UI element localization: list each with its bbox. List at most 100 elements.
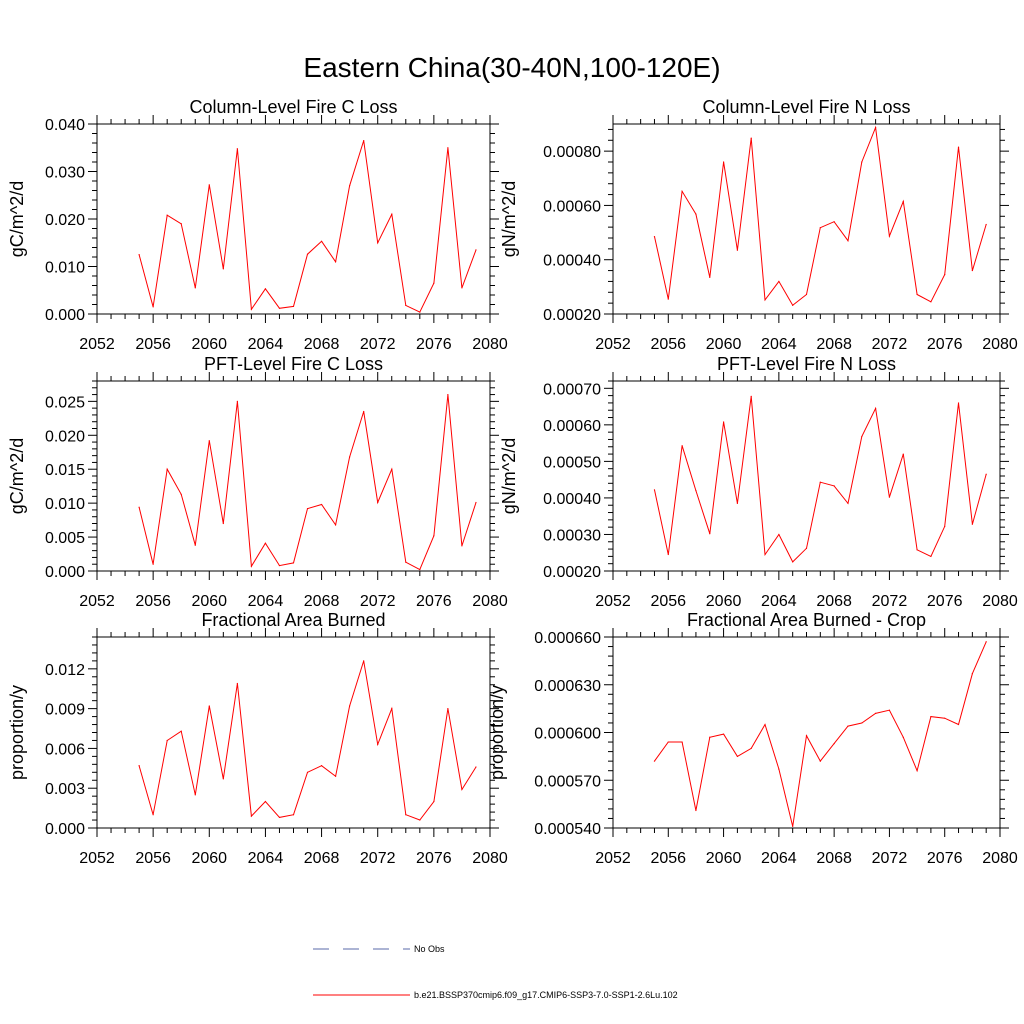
plot-frame <box>612 636 1001 829</box>
data-point <box>194 287 196 289</box>
data-point <box>264 800 267 803</box>
y-tick-label: 0.00080 <box>543 144 601 161</box>
y-axis-label: proportion/y <box>487 685 507 780</box>
data-point <box>916 293 918 296</box>
x-tick-label: 2064 <box>248 336 284 353</box>
y-axis-label: gN/m^2/d <box>499 181 519 257</box>
data-point <box>902 453 904 455</box>
y-tick-label: 0.000 <box>45 821 85 838</box>
data-point <box>250 815 252 817</box>
legend-label: No Obs <box>414 944 445 954</box>
data-point <box>695 809 697 812</box>
data-point <box>944 525 946 528</box>
series-line <box>138 140 477 313</box>
data-point <box>278 307 281 309</box>
data-point <box>681 445 683 447</box>
data-point <box>778 768 780 770</box>
y-tick-label: 0.030 <box>45 165 85 182</box>
x-tick-label: 2052 <box>79 850 115 867</box>
panel-title: Column-Level Fire N Loss <box>702 97 910 117</box>
x-tick-label: 2080 <box>982 850 1018 867</box>
y-tick-label: 0.00070 <box>543 381 601 398</box>
x-tick-label: 2076 <box>927 850 963 867</box>
data-point <box>833 485 835 487</box>
x-tick-label: 2072 <box>872 593 908 610</box>
data-point <box>222 522 224 525</box>
data-point <box>861 161 863 163</box>
data-point <box>792 825 794 828</box>
y-tick-label: 0.009 <box>45 702 85 719</box>
x-tick-label: 2052 <box>595 593 631 610</box>
data-point <box>653 236 656 238</box>
y-axis-label: proportion/y <box>7 685 27 780</box>
data-point <box>292 814 295 816</box>
legend-label: b.e21.BSSP370cmip6.f09_g17.CMIP6-SSP3-7.… <box>414 990 678 1000</box>
x-tick-label: 2064 <box>761 593 797 610</box>
data-point <box>349 185 351 187</box>
data-point <box>461 287 463 289</box>
data-point <box>292 562 295 564</box>
data-point <box>819 227 821 229</box>
data-point <box>222 778 224 780</box>
x-tick-label: 2056 <box>135 593 171 610</box>
y-tick-label: 0.000600 <box>534 726 601 743</box>
data-point <box>792 304 794 306</box>
data-point <box>930 301 932 303</box>
x-tick-label: 2076 <box>927 336 963 353</box>
data-point <box>208 440 210 442</box>
panel-3: PFT-Level Fire C Loss 2052 2056 2060 2064 206… <box>7 354 508 610</box>
y-tick-label: 0.000 <box>45 307 85 324</box>
x-tick-label: 2060 <box>706 593 742 610</box>
data-point <box>875 407 877 410</box>
data-point <box>944 274 946 276</box>
data-point <box>208 184 210 186</box>
series-line <box>654 125 987 307</box>
data-point <box>750 137 752 139</box>
panel-4: PFT-Level Fire N Loss 2052 2056 2060 2064 206… <box>499 354 1018 610</box>
x-tick-label: 2060 <box>191 593 227 610</box>
data-point <box>736 502 738 505</box>
data-point <box>985 641 987 643</box>
data-point <box>847 240 849 242</box>
data-point <box>349 456 351 458</box>
data-point <box>222 268 224 270</box>
legend: No Obs b.e21.BSSP370cmip6.f09_g17.CMIP6-S… <box>313 944 678 1000</box>
data-point <box>819 760 821 762</box>
x-tick-label: 2064 <box>761 336 797 353</box>
y-tick-label: 0.010 <box>45 260 85 277</box>
data-point <box>902 200 904 202</box>
data-point <box>363 410 365 413</box>
data-point <box>957 402 960 404</box>
data-point <box>805 735 808 737</box>
data-point <box>166 214 168 216</box>
panel-title: Fractional Area Burned <box>201 610 385 630</box>
x-tick-label: 2068 <box>304 850 340 867</box>
data-point <box>166 468 168 470</box>
data-point <box>681 741 683 743</box>
data-point <box>681 190 683 192</box>
data-point <box>833 221 835 223</box>
x-tick-label: 2060 <box>706 336 742 353</box>
data-point <box>194 544 196 546</box>
data-point <box>930 715 932 718</box>
y-tick-label: 0.000540 <box>534 821 601 838</box>
x-tick-label: 2064 <box>761 850 797 867</box>
y-tick-label: 0.00030 <box>543 527 601 544</box>
data-point <box>944 717 946 719</box>
y-tick-label: 0.00060 <box>543 418 601 435</box>
data-point <box>152 814 154 816</box>
data-point <box>709 736 711 738</box>
data-point <box>391 468 393 470</box>
y-axis-label: gN/m^2/d <box>499 438 519 514</box>
data-point <box>709 533 711 535</box>
data-point <box>461 545 463 547</box>
data-point <box>250 565 252 567</box>
data-point <box>778 280 780 283</box>
data-point <box>306 771 309 773</box>
data-point <box>405 561 407 563</box>
data-point <box>722 421 725 423</box>
data-point <box>250 308 252 310</box>
data-point <box>391 213 393 215</box>
x-tick-label: 2056 <box>650 336 686 353</box>
